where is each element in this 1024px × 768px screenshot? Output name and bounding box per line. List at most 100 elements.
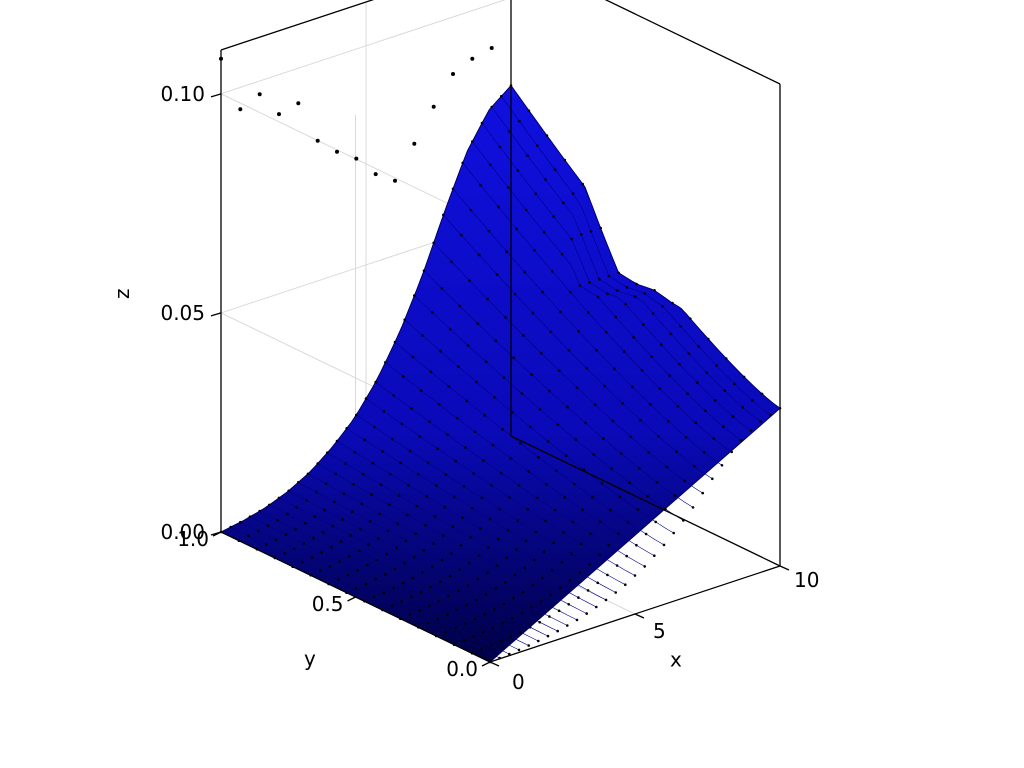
x-tick (489, 661, 500, 667)
surface-point (341, 518, 344, 521)
surface-point (598, 277, 601, 281)
y-tick (212, 531, 222, 537)
surface-point (557, 609, 561, 613)
surface-point (462, 639, 466, 642)
surface-point (265, 543, 268, 546)
surface-point (534, 192, 538, 196)
surface-point (625, 286, 629, 289)
surface-point (428, 604, 431, 608)
surface-point (751, 399, 754, 402)
surface-point (552, 541, 555, 545)
surface-point (410, 407, 413, 410)
surface-point (666, 419, 670, 423)
surface-point (468, 279, 471, 282)
surface-point (436, 617, 439, 621)
surface-point (349, 534, 353, 537)
surface-point (247, 534, 250, 538)
surface-point (604, 330, 608, 334)
x-tick-label: 0 (512, 670, 525, 694)
surface-point (759, 420, 762, 423)
surface-point (395, 546, 398, 550)
ticks (210, 93, 790, 667)
surface-point (320, 551, 324, 554)
peak-point (431, 104, 436, 109)
surface-point (392, 394, 395, 397)
surface-point (331, 524, 335, 528)
surface-point (560, 561, 564, 564)
surface-point (534, 530, 537, 534)
surface-point (444, 473, 448, 476)
surface-point (292, 547, 296, 550)
surface-point (661, 305, 664, 308)
surface-point (501, 621, 504, 625)
surface-point (350, 510, 354, 513)
surface-point (440, 558, 444, 562)
surface-point (359, 527, 362, 531)
surface-point (412, 555, 416, 559)
surface-point (494, 339, 498, 343)
surface-point (691, 506, 695, 509)
surface-point (469, 208, 473, 212)
surface-wire (356, 414, 626, 585)
surface-point (702, 451, 706, 454)
y-tick-label: 0.0 (446, 657, 478, 681)
surface-point (483, 613, 486, 616)
peak-point (354, 156, 359, 161)
surface-point (475, 598, 478, 602)
surface-point (604, 598, 608, 602)
surface-point (615, 289, 619, 292)
surface-point (657, 435, 660, 438)
surface-point (310, 556, 314, 559)
surface-point (545, 483, 548, 486)
surface-point (551, 270, 554, 273)
surface-point (559, 586, 562, 590)
surface-point (419, 590, 423, 594)
surface-wire (433, 242, 703, 494)
surface-point (454, 626, 457, 630)
surface-point (421, 334, 424, 337)
surface-point (596, 295, 600, 299)
surface-point (526, 508, 529, 511)
surface-point (597, 553, 601, 557)
surface-point (556, 629, 559, 633)
surface-point (345, 427, 349, 430)
surface-point (575, 618, 579, 622)
surface-point (672, 531, 675, 535)
surface-wire (481, 122, 752, 431)
peak-point (451, 72, 455, 76)
surface-point (305, 499, 308, 502)
surface-point (660, 343, 663, 346)
surface-point (487, 546, 491, 549)
surface-point (712, 437, 715, 440)
surface-point (400, 600, 404, 603)
surface-point (723, 389, 727, 393)
surface-point (567, 603, 570, 606)
surface-fill (219, 84, 781, 663)
surface-point (370, 493, 373, 496)
surface-point (621, 402, 624, 405)
surface-point (455, 416, 459, 420)
surface-point (470, 506, 474, 510)
surface-point (499, 639, 503, 643)
surface-point (482, 459, 485, 462)
surface-point (580, 233, 583, 236)
surface-point (316, 462, 320, 465)
surface-point (497, 537, 500, 541)
surface-point (651, 312, 655, 315)
surface-point (504, 581, 507, 584)
surface-point (286, 512, 289, 516)
surface-point (521, 590, 525, 594)
surface-point (315, 490, 318, 494)
surface-point (569, 290, 572, 294)
surface-point (330, 545, 333, 549)
surface-point (440, 287, 444, 290)
surface-point (578, 284, 582, 287)
surface-point (517, 648, 521, 652)
surface-point (360, 502, 364, 506)
z-tick (210, 312, 222, 317)
surface-point (400, 422, 404, 426)
surface-point (535, 496, 539, 500)
surface-point (335, 439, 339, 443)
surface-point (642, 323, 645, 326)
surface-point (443, 505, 446, 509)
